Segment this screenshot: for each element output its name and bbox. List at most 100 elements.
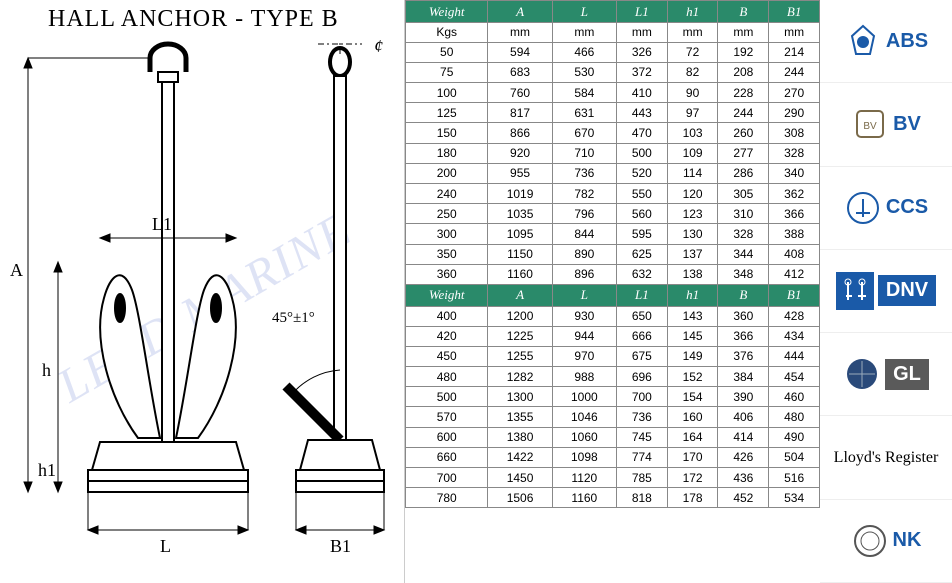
cell: 796 <box>552 204 616 224</box>
cell: 420 <box>406 326 488 346</box>
cell: 160 <box>667 407 718 427</box>
nk-label: NK <box>893 529 922 552</box>
cell: 660 <box>406 447 488 467</box>
nk-icon <box>851 522 889 560</box>
cell: 208 <box>718 62 769 82</box>
cell: 270 <box>769 83 820 103</box>
cell: 123 <box>667 204 718 224</box>
abs-icon <box>844 22 882 60</box>
cell: 1000 <box>552 387 616 407</box>
col-header: B1 <box>769 284 820 306</box>
angle-label: 45°±1° <box>272 310 315 327</box>
anchor-diagram <box>0 40 405 580</box>
col-header: Weight <box>406 1 488 23</box>
dim-h1: h1 <box>38 460 56 481</box>
cell: 1355 <box>488 407 552 427</box>
cell: 277 <box>718 143 769 163</box>
cell: 180 <box>406 143 488 163</box>
cell: 426 <box>718 447 769 467</box>
cell: 82 <box>667 62 718 82</box>
cell: 326 <box>616 42 667 62</box>
dnv-icon <box>836 272 874 310</box>
cell: 1300 <box>488 387 552 407</box>
cell: 785 <box>616 468 667 488</box>
cell: 109 <box>667 143 718 163</box>
cell: 550 <box>616 184 667 204</box>
cell: 450 <box>406 346 488 366</box>
cell: 300 <box>406 224 488 244</box>
cell: 103 <box>667 123 718 143</box>
cell: 480 <box>769 407 820 427</box>
cell: 666 <box>616 326 667 346</box>
col-header: h1 <box>667 1 718 23</box>
gl-label: GL <box>885 359 929 390</box>
col-header: Weight <box>406 284 488 306</box>
cell: 152 <box>667 367 718 387</box>
cell: 866 <box>488 123 552 143</box>
cell: 350 <box>406 244 488 264</box>
cell: 154 <box>667 387 718 407</box>
dim-h: h <box>42 360 51 381</box>
cell: 970 <box>552 346 616 366</box>
col-header: h1 <box>667 284 718 306</box>
cell: 896 <box>552 264 616 284</box>
cert-lloyds: Lloyd's Register <box>820 416 952 499</box>
cell: 260 <box>718 123 769 143</box>
cell: 675 <box>616 346 667 366</box>
cell: 1098 <box>552 447 616 467</box>
cell: 930 <box>552 306 616 326</box>
cell: mm <box>616 22 667 42</box>
cell: Kgs <box>406 22 488 42</box>
cell: 1200 <box>488 306 552 326</box>
cell: 1160 <box>552 488 616 508</box>
cell: 344 <box>718 244 769 264</box>
cell: 560 <box>616 204 667 224</box>
cell: 460 <box>769 387 820 407</box>
bv-label: BV <box>893 113 921 136</box>
cell: 1380 <box>488 427 552 447</box>
cell: 90 <box>667 83 718 103</box>
cell: 1019 <box>488 184 552 204</box>
cell: 145 <box>667 326 718 346</box>
cell: 390 <box>718 387 769 407</box>
col-header: L1 <box>616 284 667 306</box>
cell: 376 <box>718 346 769 366</box>
cell: 362 <box>769 184 820 204</box>
cell: 97 <box>667 103 718 123</box>
cell: 595 <box>616 224 667 244</box>
cell: 504 <box>769 447 820 467</box>
col-header: L <box>552 1 616 23</box>
cert-gl: GL <box>820 333 952 416</box>
cell: 454 <box>769 367 820 387</box>
col-header: B <box>718 1 769 23</box>
cell: 470 <box>616 123 667 143</box>
cell: 372 <box>616 62 667 82</box>
cell: 434 <box>769 326 820 346</box>
cell: 310 <box>718 204 769 224</box>
cell: 955 <box>488 163 552 183</box>
cell: 138 <box>667 264 718 284</box>
cell: 844 <box>552 224 616 244</box>
cell: 584 <box>552 83 616 103</box>
cell: 149 <box>667 346 718 366</box>
cert-abs: ABS <box>820 0 952 83</box>
cell: 920 <box>488 143 552 163</box>
cell: 72 <box>667 42 718 62</box>
cell: 745 <box>616 427 667 447</box>
cell: 290 <box>769 103 820 123</box>
col-header: B <box>718 284 769 306</box>
dnv-label: DNV <box>878 275 936 306</box>
cell: 410 <box>616 83 667 103</box>
cell: 150 <box>406 123 488 143</box>
cert-bv: BVBV <box>820 83 952 166</box>
cell: 244 <box>769 62 820 82</box>
col-header: B1 <box>769 1 820 23</box>
ccs-label: CCS <box>886 196 928 219</box>
cell: 1060 <box>552 427 616 447</box>
cell: 1422 <box>488 447 552 467</box>
cell: 1095 <box>488 224 552 244</box>
cell: 414 <box>718 427 769 447</box>
bv-icon: BV <box>851 105 889 143</box>
cell: 340 <box>769 163 820 183</box>
cell: 50 <box>406 42 488 62</box>
